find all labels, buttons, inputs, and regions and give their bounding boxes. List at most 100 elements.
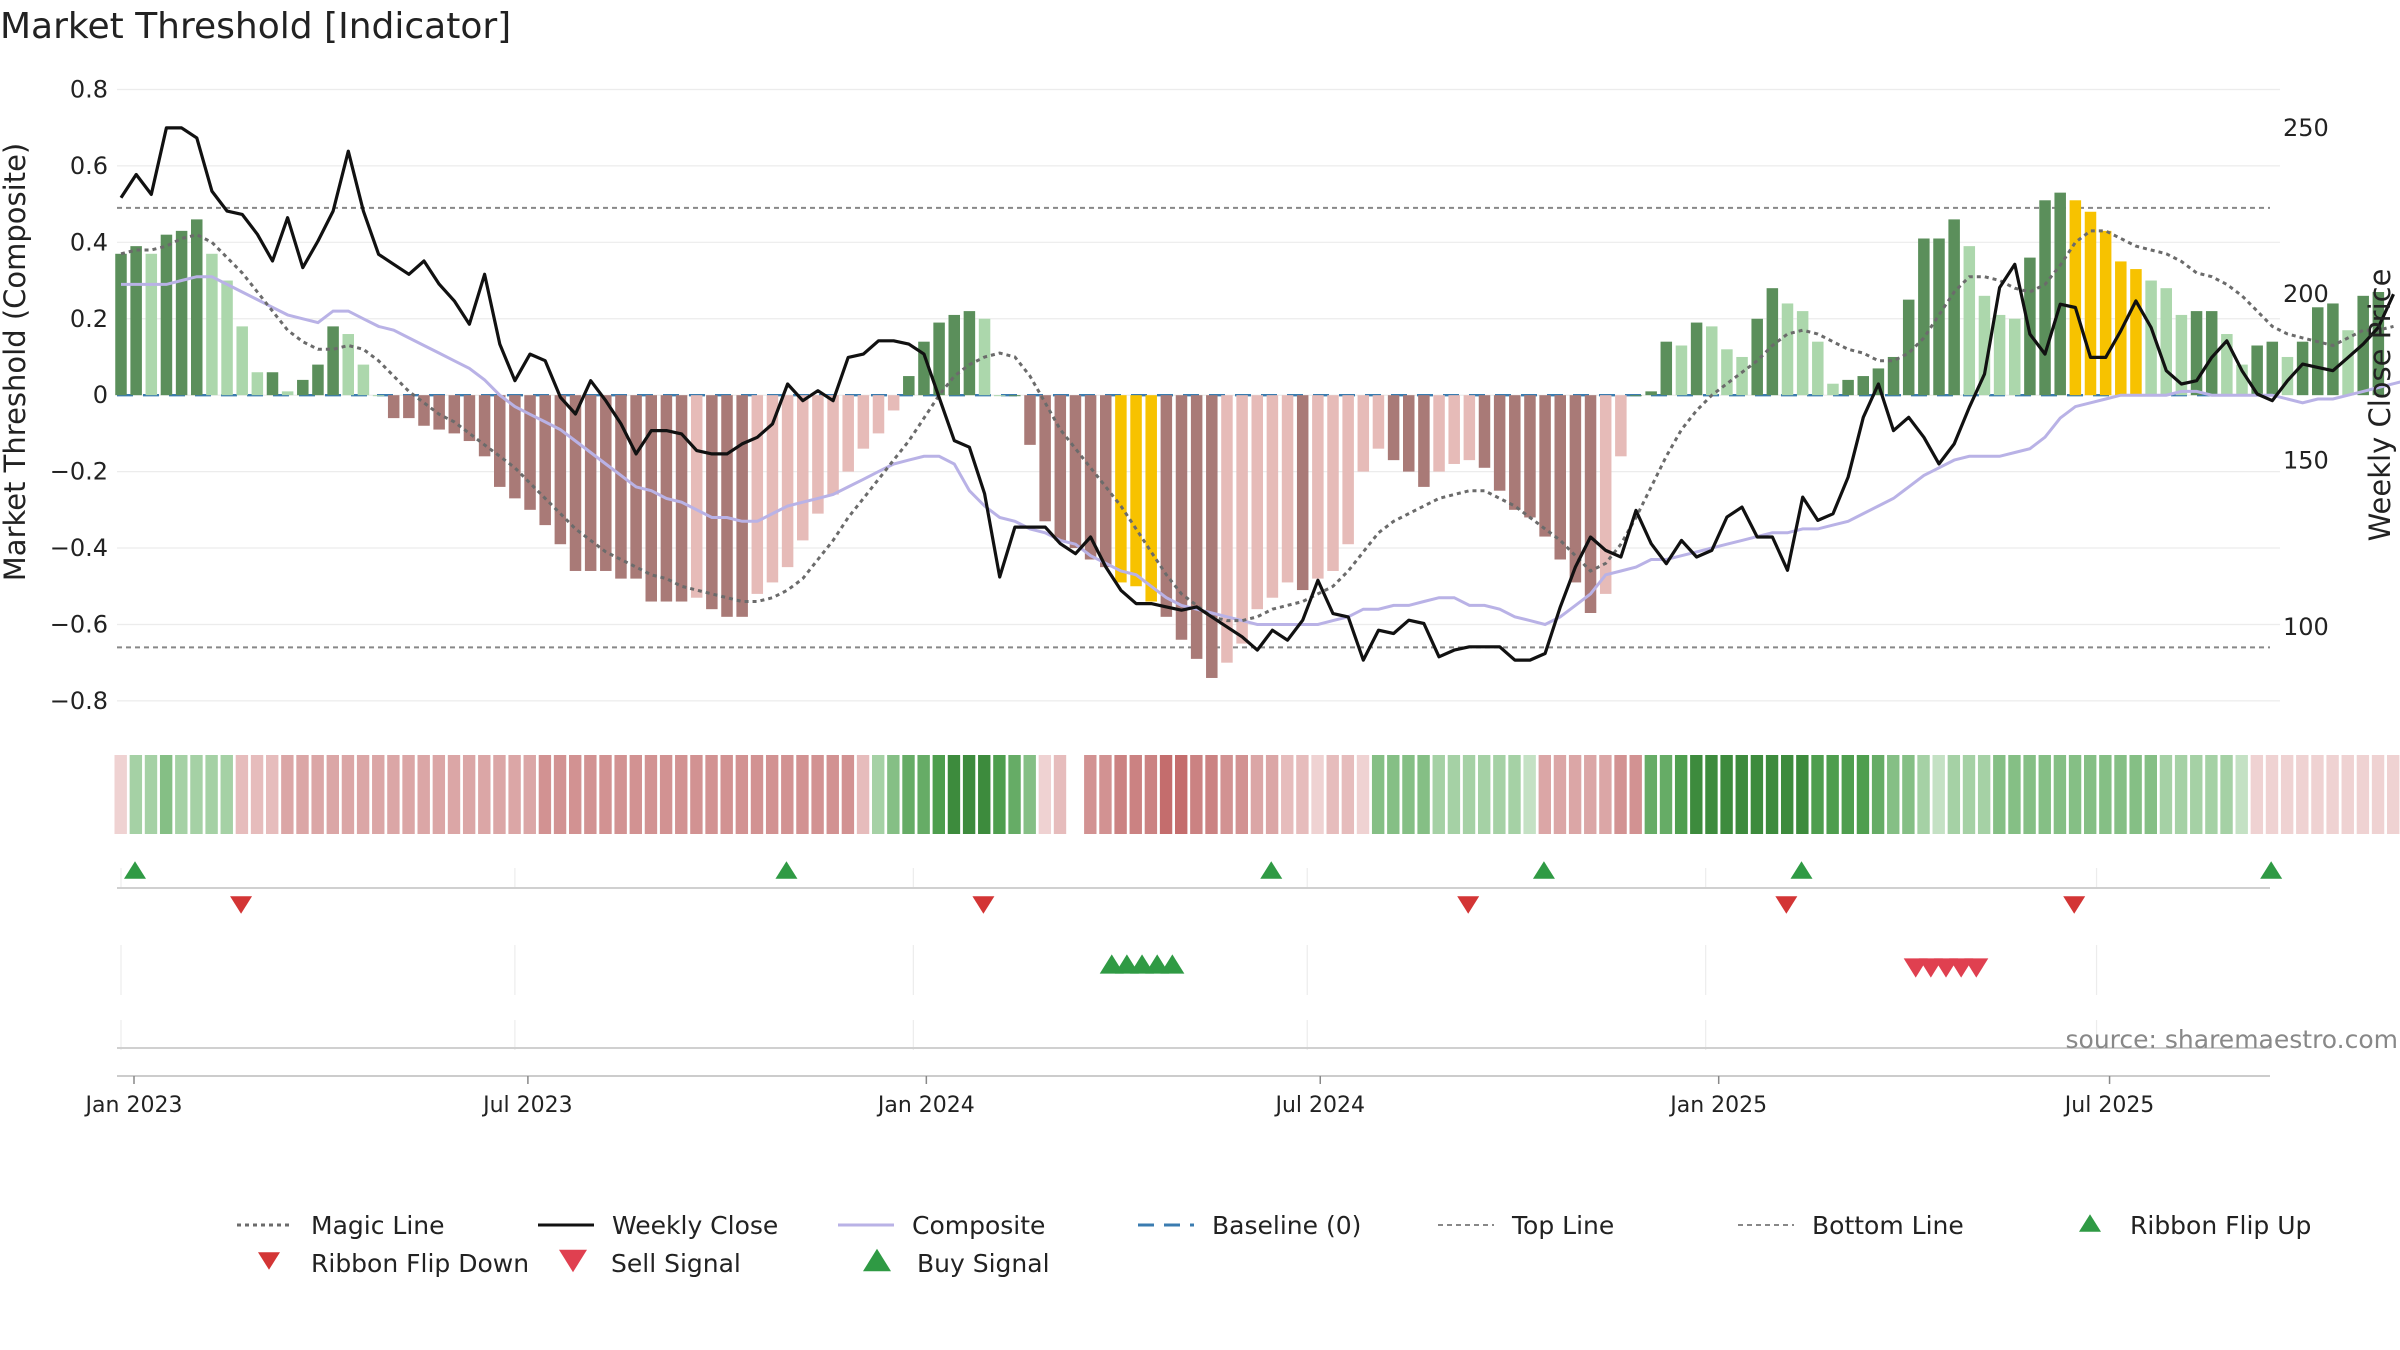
legend-item: Top Line xyxy=(1438,1211,1614,1240)
composite-bar xyxy=(781,395,794,568)
composite-bar xyxy=(1145,395,1157,602)
ribbon-cell xyxy=(1781,755,1794,834)
composite-bar xyxy=(463,395,476,442)
ribbon-cell xyxy=(1644,755,1658,834)
ribbon-cell xyxy=(311,755,324,834)
ribbon-cell xyxy=(2296,755,2309,834)
ribbon-cell xyxy=(826,755,839,834)
ribbon-cell xyxy=(250,755,264,834)
composite-bar xyxy=(2130,269,2142,396)
ribbon-cell xyxy=(2038,755,2051,834)
legend-label: Top Line xyxy=(1511,1211,1614,1240)
composite-bar xyxy=(2296,341,2309,396)
legend-label: Magic Line xyxy=(311,1211,445,1240)
legend-swatch-buy xyxy=(863,1248,891,1272)
signal-panels xyxy=(117,861,2283,1050)
composite-bar xyxy=(2145,280,2157,396)
composite-bar xyxy=(690,395,703,598)
ribbon-cell xyxy=(1690,755,1703,834)
ribbon-cell xyxy=(2387,755,2400,834)
ribbon-cell xyxy=(947,755,961,834)
ribbon-cell xyxy=(220,755,233,834)
ribbon-cell xyxy=(1856,755,1870,834)
ribbon-cell xyxy=(1811,755,1824,834)
ribbon-cell xyxy=(2099,755,2112,834)
composite-bar xyxy=(1887,356,1900,396)
composite-bar xyxy=(2175,314,2188,396)
legend-item: Baseline (0) xyxy=(1138,1211,1361,1240)
composite-bar xyxy=(2251,345,2263,396)
ribbon-cell xyxy=(1993,755,2006,834)
buy-signal-marker xyxy=(1160,954,1185,974)
sell-signal-marker xyxy=(1918,958,1943,978)
composite-bar xyxy=(266,372,279,396)
composite-bar xyxy=(1675,345,1688,396)
composite-bar xyxy=(1842,379,1854,396)
ribbon-cell xyxy=(659,755,673,834)
ribbon-cell xyxy=(432,755,446,834)
ribbon-cell xyxy=(2280,755,2294,834)
ribbon-cell xyxy=(629,755,642,834)
ribbon-cell xyxy=(2235,755,2248,834)
ribbon-cell xyxy=(1175,755,1188,834)
ribbon-cell xyxy=(175,755,188,834)
composite-bar xyxy=(1160,395,1173,617)
ribbon-cell xyxy=(1720,755,1733,834)
ribbon-cell xyxy=(2174,755,2188,834)
ribbon-cell xyxy=(811,755,824,834)
composite-line xyxy=(121,275,2400,627)
chart-title: Market Threshold [Indicator] xyxy=(0,6,511,47)
composite-bar xyxy=(1690,322,1703,396)
ribbon-cell xyxy=(326,755,339,834)
y-tick-right: 200 xyxy=(2283,280,2329,308)
composite-bar xyxy=(721,395,733,617)
composite-bar xyxy=(2054,192,2066,396)
ribbon-cell xyxy=(2205,755,2218,834)
ribbon-cell xyxy=(1265,755,1279,834)
y-tick-left: 0.2 xyxy=(70,305,108,333)
ribbon-cell xyxy=(1887,755,1900,834)
composite-bar xyxy=(418,395,430,426)
composite-bar xyxy=(766,395,779,583)
ribbon-cell xyxy=(1977,755,1991,834)
composite-bar xyxy=(903,376,915,396)
ribbon-cell xyxy=(690,755,703,834)
ribbon-cell xyxy=(1568,755,1582,834)
ribbon-cell xyxy=(932,755,945,834)
composite-bar xyxy=(1978,295,1991,396)
composite-bar xyxy=(1993,314,2006,396)
composite-bar xyxy=(494,395,506,487)
ribbon-cell xyxy=(417,755,430,834)
legend-label: Weekly Close xyxy=(612,1211,778,1240)
ribbon-cell xyxy=(235,755,249,834)
composite-bar xyxy=(1190,395,1203,659)
composite-bar xyxy=(433,395,445,430)
ribbon-cell xyxy=(447,755,461,834)
composite-bar xyxy=(963,311,976,396)
x-tick-label: Jan 2023 xyxy=(84,1093,183,1118)
composite-bar xyxy=(1963,246,1976,396)
ribbon-cell xyxy=(705,755,718,834)
ribbon-cell xyxy=(2008,755,2021,834)
ribbon-cell xyxy=(538,755,552,834)
composite-bar xyxy=(1493,395,1506,491)
ribbon-cell xyxy=(1084,755,1097,834)
ribbon-cell xyxy=(1402,755,1415,834)
composite-bar xyxy=(2160,288,2172,396)
ribbon-cell xyxy=(2356,755,2370,834)
ribbon-cell xyxy=(735,755,749,834)
ribbon-cell xyxy=(993,755,1006,834)
x-tick-label: Jan 2024 xyxy=(876,1093,975,1118)
ribbon-cell xyxy=(2220,755,2233,834)
ribbon-cell xyxy=(2114,755,2127,834)
composite-bar xyxy=(1130,395,1142,587)
composite-bar xyxy=(115,253,127,396)
ribbon-cell xyxy=(1235,755,1248,834)
composite-bar xyxy=(2069,200,2082,396)
legend-label: Ribbon Flip Up xyxy=(2130,1211,2311,1240)
ribbon-cell xyxy=(2159,755,2173,834)
buy-signal-marker xyxy=(1130,954,1155,974)
x-tick-label: Jul 2024 xyxy=(1273,1093,1365,1118)
sell-signal-marker xyxy=(1934,958,1958,978)
ribbon-cell xyxy=(1538,755,1551,834)
